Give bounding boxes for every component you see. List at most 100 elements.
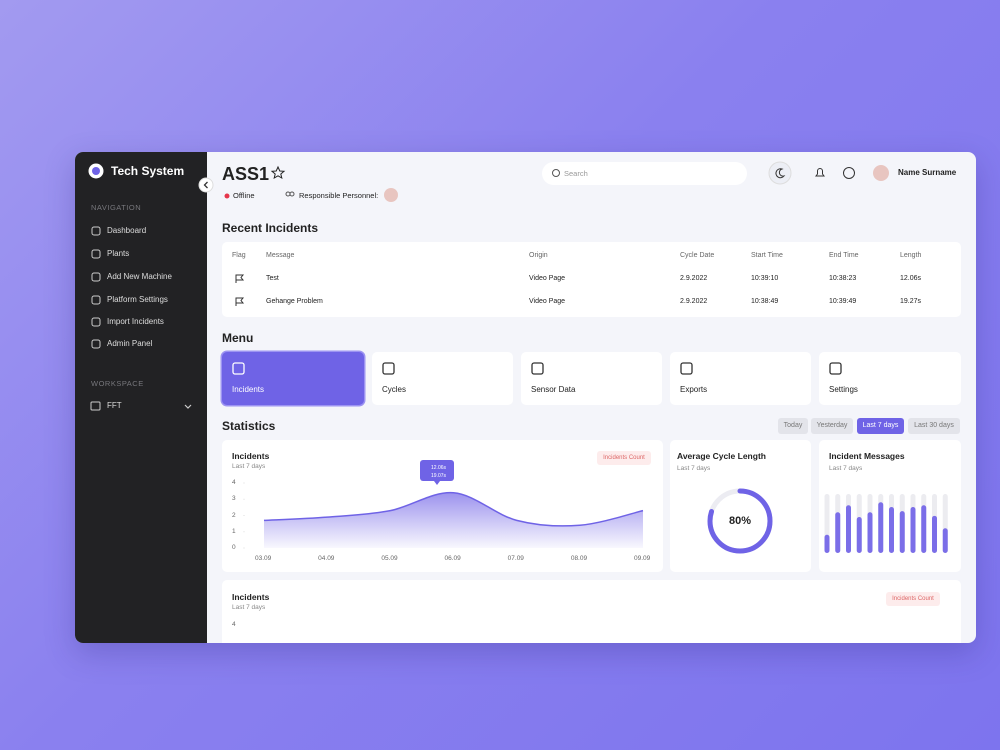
collapse-icon xyxy=(203,181,208,189)
sidebar xyxy=(75,152,207,643)
app-window: Tech System NAVIGATION WORKSPACE FFT ASS… xyxy=(75,152,976,643)
menu-card[interactable] xyxy=(222,352,364,405)
menu-label[interactable]: Exports xyxy=(680,385,708,394)
filter-button[interactable]: Today xyxy=(778,418,808,434)
table-cell: 2.9.2022 xyxy=(680,275,708,282)
table-cell: 10:38:23 xyxy=(829,275,857,282)
menu-card[interactable] xyxy=(521,352,662,405)
nav-item[interactable]: Platform Settings xyxy=(107,295,168,304)
bar xyxy=(824,534,830,553)
menu-icon xyxy=(829,362,842,375)
x-tick-label: 03.09 xyxy=(255,555,272,562)
y-tick-label: 0 xyxy=(232,544,236,551)
moon-icon xyxy=(775,168,786,179)
nav-icon xyxy=(91,295,101,305)
star-icon[interactable] xyxy=(270,165,286,180)
chevron[interactable] xyxy=(184,404,192,409)
bar xyxy=(889,506,894,553)
menu-icon xyxy=(680,362,693,375)
menu-label[interactable]: Sensor Data xyxy=(531,385,576,394)
brand: Tech System xyxy=(111,164,185,178)
bar xyxy=(835,512,841,553)
nav-item[interactable]: Import Incidents xyxy=(107,317,164,326)
y-tick-label: 4 xyxy=(232,621,236,628)
user-name[interactable]: Name Surname xyxy=(898,168,957,177)
area-fill xyxy=(264,492,643,548)
flag-icon[interactable] xyxy=(235,297,245,306)
workspace-icon xyxy=(90,401,101,411)
x-tick-label: 08.09 xyxy=(570,555,588,562)
bar xyxy=(846,505,851,553)
section-title: Statistics xyxy=(222,419,276,433)
menu-label[interactable]: Incidents xyxy=(232,385,265,394)
nav-item[interactable]: Admin Panel xyxy=(107,339,153,348)
menu-label[interactable]: Settings xyxy=(829,385,858,394)
card-title: Incidents xyxy=(232,451,270,461)
nav-item[interactable]: Dashboard xyxy=(107,226,147,235)
search-icon xyxy=(552,169,560,177)
x-tick-label: 04.09 xyxy=(318,555,335,562)
workspace-select[interactable]: FFT xyxy=(107,401,122,410)
card-title: Incidents xyxy=(232,592,270,602)
nav-item[interactable]: Plants xyxy=(107,249,130,258)
table-cell: 10:38:49 xyxy=(751,298,779,305)
x-tick-label: 06.09 xyxy=(444,555,461,562)
nav-icon xyxy=(91,272,101,282)
status: Offline xyxy=(233,191,255,200)
help-icon[interactable] xyxy=(843,167,855,179)
table-cell: Video Page xyxy=(529,275,566,282)
table-cell: 10:39:49 xyxy=(829,298,857,305)
nav-icon xyxy=(91,226,101,236)
filter-button[interactable]: Last 30 days xyxy=(908,418,960,434)
filter-button[interactable]: Last 7 days xyxy=(857,418,904,434)
menu-card[interactable] xyxy=(670,352,811,405)
card-subtitle: Last 7 days xyxy=(829,465,863,472)
section-title: Menu xyxy=(222,331,254,345)
nav-icon xyxy=(91,249,101,259)
page-title: ASS1 xyxy=(222,164,270,184)
personnel-label: Responsible Personnel: xyxy=(299,191,379,200)
menu-card[interactable] xyxy=(819,352,961,405)
column-header: Origin xyxy=(529,252,548,259)
table-cell: 19.27s xyxy=(900,298,922,305)
flag-icon[interactable] xyxy=(235,274,245,283)
column-header: Cycle Date xyxy=(680,252,715,259)
bell-icon[interactable] xyxy=(815,168,825,177)
menu-label[interactable]: Cycles xyxy=(382,385,407,394)
tooltip xyxy=(420,460,454,481)
donut-label: 80% xyxy=(728,515,752,527)
incident-table xyxy=(222,242,961,317)
bar xyxy=(942,528,948,553)
nav-icon xyxy=(91,339,101,349)
card-title: Incident Messages xyxy=(829,451,905,461)
status-dot xyxy=(224,193,230,199)
avatar xyxy=(384,188,398,202)
table-cell: Test xyxy=(266,275,279,282)
tooltip-arrow xyxy=(434,481,440,485)
column-header: Flag xyxy=(232,252,246,259)
filter-button[interactable]: Yesterday xyxy=(811,418,853,434)
nav-item[interactable]: Add New Machine xyxy=(107,272,172,281)
app-content: Tech System NAVIGATION WORKSPACE FFT ASS… xyxy=(75,152,976,643)
table-cell: 10:39:10 xyxy=(751,275,779,282)
menu-card[interactable] xyxy=(372,352,513,405)
search-box[interactable] xyxy=(542,162,747,185)
menu-icon xyxy=(232,362,245,375)
y-tick-label: 4 xyxy=(232,479,236,486)
user-avatar[interactable] xyxy=(873,165,889,181)
bar xyxy=(932,515,937,553)
table-cell: 2.9.2022 xyxy=(680,298,708,305)
y-tick-label: 1 xyxy=(232,527,236,535)
people-icon xyxy=(289,191,295,197)
x-tick-label: 05.09 xyxy=(381,555,398,562)
nav-heading: NAVIGATION xyxy=(91,203,142,212)
nav-icon xyxy=(91,317,101,327)
search-placeholder: Search xyxy=(564,169,588,178)
collapse-button[interactable] xyxy=(198,177,214,193)
bar xyxy=(856,517,862,553)
theme-toggle[interactable] xyxy=(768,161,792,185)
badge: Incidents Count xyxy=(597,451,651,465)
column-header: Message xyxy=(266,252,295,259)
donut-arc xyxy=(707,488,773,554)
